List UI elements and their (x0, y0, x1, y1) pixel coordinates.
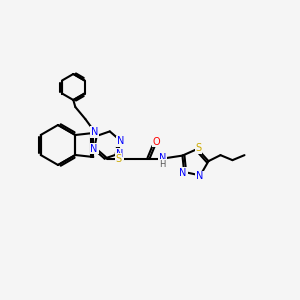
Text: N: N (179, 168, 187, 178)
Text: N: N (196, 171, 203, 182)
Text: S: S (195, 143, 202, 153)
Text: N: N (91, 127, 98, 137)
Text: H: H (159, 160, 166, 169)
Text: S: S (116, 154, 122, 164)
Text: O: O (153, 136, 160, 147)
Text: N: N (90, 143, 98, 154)
Text: N: N (117, 136, 124, 146)
Text: N: N (159, 153, 166, 163)
Text: N: N (116, 149, 123, 159)
